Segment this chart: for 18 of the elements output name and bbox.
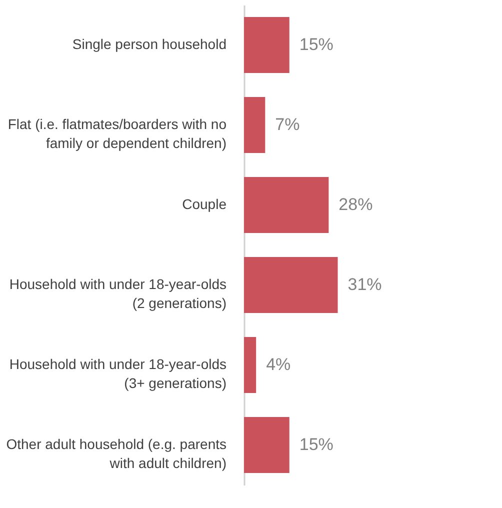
data-label: 28%	[338, 195, 373, 214]
data-label: 31%	[348, 275, 382, 294]
bar	[244, 17, 290, 73]
data-label: 15%	[299, 435, 334, 454]
bar	[244, 417, 290, 473]
data-label: 7%	[275, 115, 300, 134]
y-tick-label: Household with under 18-year-olds (2 generations)	[9, 276, 226, 311]
y-tick-label: Single person household	[72, 36, 226, 52]
y-tick-label: Couple	[182, 196, 227, 212]
y-tick-label: Other adult household (e.g. parents with adult children)	[6, 436, 226, 471]
y-tick-label: Household with under 18-year-olds (3+ generations)	[9, 356, 226, 391]
bar	[244, 257, 338, 313]
y-tick-label: Flat (i.e. flatmates/boarders with no family or dependent children)	[8, 116, 227, 151]
bar	[244, 177, 329, 233]
bar	[244, 97, 266, 153]
data-label: 15%	[299, 35, 334, 54]
data-label: 4%	[266, 355, 291, 374]
bar	[244, 337, 256, 393]
